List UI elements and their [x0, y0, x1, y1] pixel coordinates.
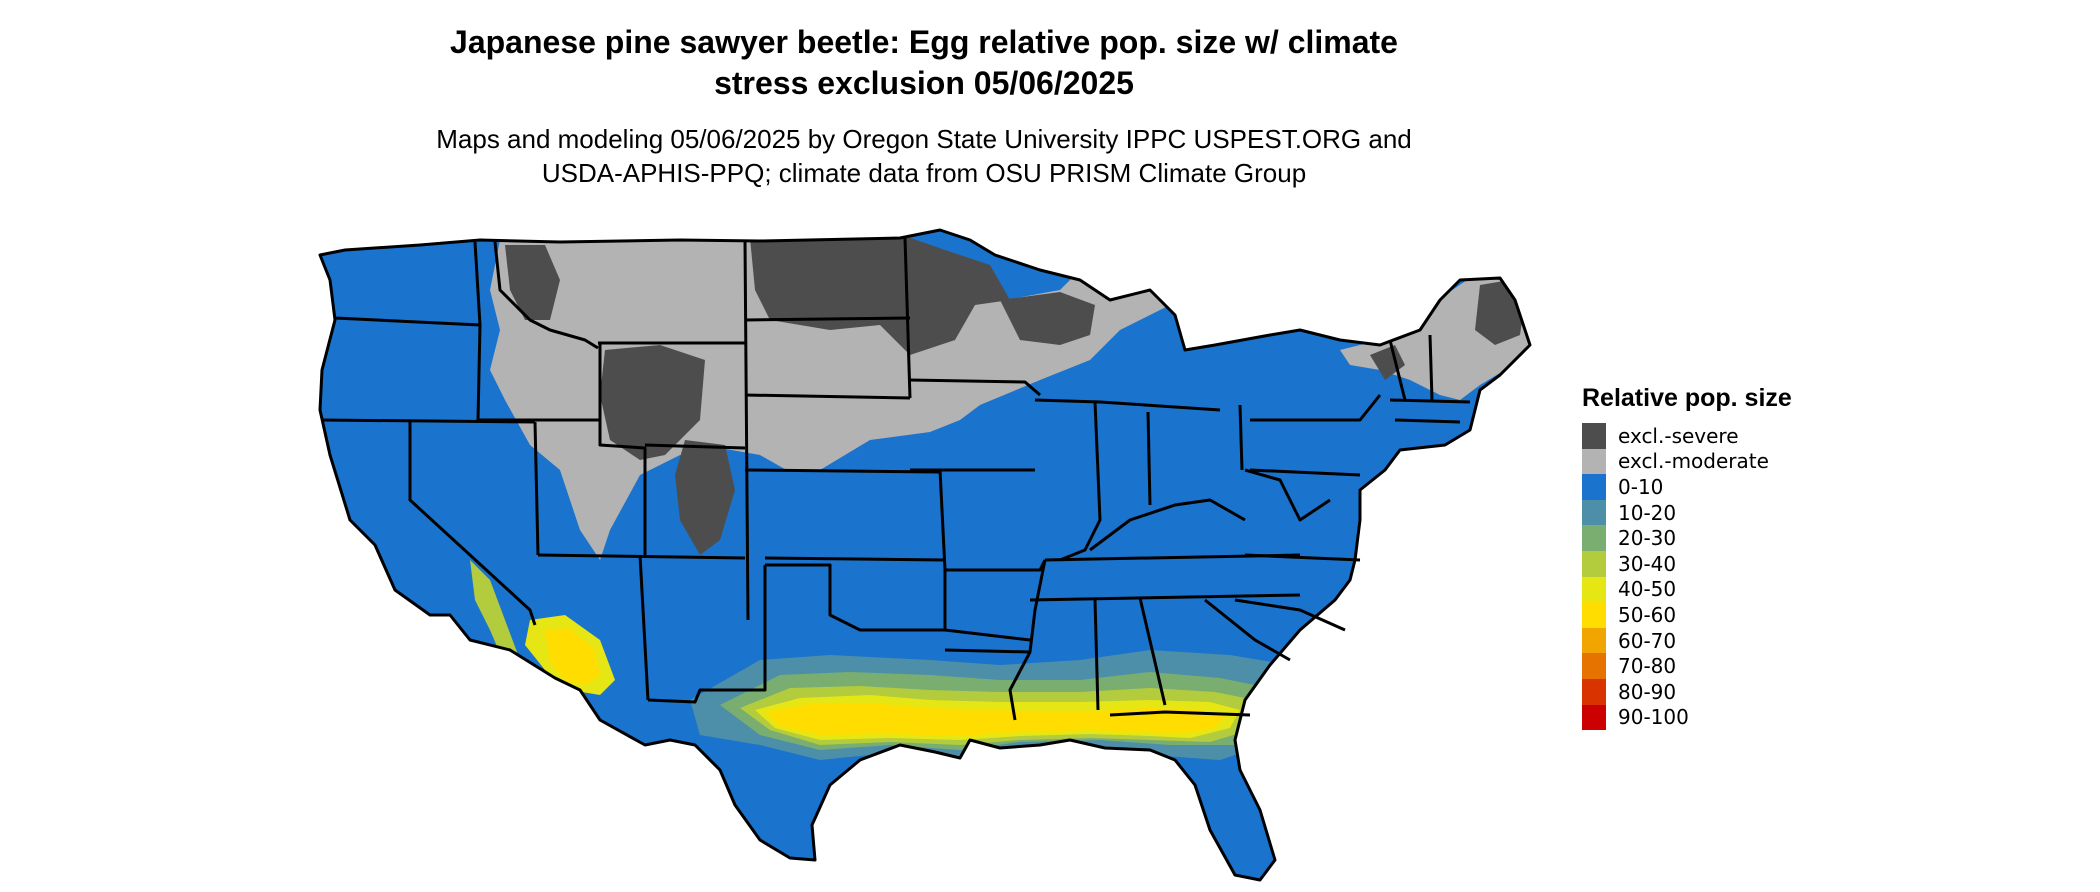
legend-label: 60-70 — [1618, 628, 1677, 653]
legend-label: 90-100 — [1618, 705, 1689, 730]
legend-item: 40-50 — [1582, 576, 1792, 603]
legend-label: 0-10 — [1618, 474, 1664, 499]
excl-severe-colorado — [675, 440, 735, 555]
legend-label: 40-50 — [1618, 577, 1677, 602]
legend-swatch — [1582, 678, 1606, 705]
map-title-line-1: Japanese pine sawyer beetle: Egg relativ… — [450, 24, 1398, 60]
legend-item: excl.-moderate — [1582, 448, 1792, 475]
legend-item: 60-70 — [1582, 627, 1792, 654]
legend-label: 70-80 — [1618, 654, 1677, 679]
legend-label: 80-90 — [1618, 679, 1677, 704]
legend-swatch — [1582, 474, 1606, 500]
legend-label: 20-30 — [1618, 526, 1677, 551]
legend-item: excl.-severe — [1582, 423, 1792, 449]
legend-item: 80-90 — [1582, 678, 1792, 705]
legend-label: excl.-severe — [1618, 423, 1739, 448]
excl-severe-northern-rockies — [505, 245, 560, 320]
legend-swatch — [1582, 602, 1606, 628]
map-title-line-2: stress exclusion 05/06/2025 — [714, 65, 1134, 101]
legend-item: 10-20 — [1582, 499, 1792, 526]
pop-southwest-hotspot-core — [545, 628, 600, 685]
legend-item: 0-10 — [1582, 474, 1792, 500]
map-title: Japanese pine sawyer beetle: Egg relativ… — [0, 22, 1848, 104]
legend-swatch — [1582, 627, 1606, 654]
legend-swatch — [1582, 653, 1606, 679]
legend-swatch — [1582, 704, 1606, 731]
legend-title: Relative pop. size — [1582, 384, 1792, 412]
legend-label: excl.-moderate — [1618, 449, 1769, 474]
legend-item: 30-40 — [1582, 550, 1792, 577]
legend-items: excl.-severe excl.-moderate 0-10 10-20 20-30… — [1582, 423, 1792, 731]
legend: Relative pop. size excl.-severe excl.-mod… — [1582, 384, 1792, 731]
legend-item: 70-80 — [1582, 653, 1792, 679]
map-subtitle: Maps and modeling 05/06/2025 by Oregon S… — [0, 122, 1848, 190]
legend-label: 30-40 — [1618, 551, 1677, 576]
legend-swatch — [1582, 499, 1606, 526]
legend-swatch — [1582, 550, 1606, 577]
excl-severe-maine — [1475, 280, 1525, 345]
map-subtitle-line-1: Maps and modeling 05/06/2025 by Oregon S… — [436, 124, 1412, 154]
excl-severe-wisconsin — [1000, 292, 1095, 345]
us-map — [318, 228, 1532, 882]
map-subtitle-line-2: USDA-APHIS-PPQ; climate data from OSU PR… — [541, 158, 1307, 188]
pop-california-hotspot — [470, 560, 520, 665]
legend-item: 90-100 — [1582, 704, 1792, 731]
pop-50-60-band — [765, 703, 1225, 736]
excl-severe-northern-plains — [750, 236, 1010, 355]
excl-severe-wyoming — [600, 345, 705, 460]
legend-swatch — [1582, 525, 1606, 551]
legend-swatch — [1582, 448, 1606, 475]
excl-severe-new-york — [1370, 345, 1405, 380]
legend-label: 50-60 — [1618, 602, 1677, 627]
legend-item: 50-60 — [1582, 602, 1792, 628]
legend-label: 10-20 — [1618, 500, 1677, 525]
state-boundaries — [318, 228, 1532, 882]
legend-swatch — [1582, 576, 1606, 603]
legend-item: 20-30 — [1582, 525, 1792, 551]
legend-swatch — [1582, 423, 1606, 449]
